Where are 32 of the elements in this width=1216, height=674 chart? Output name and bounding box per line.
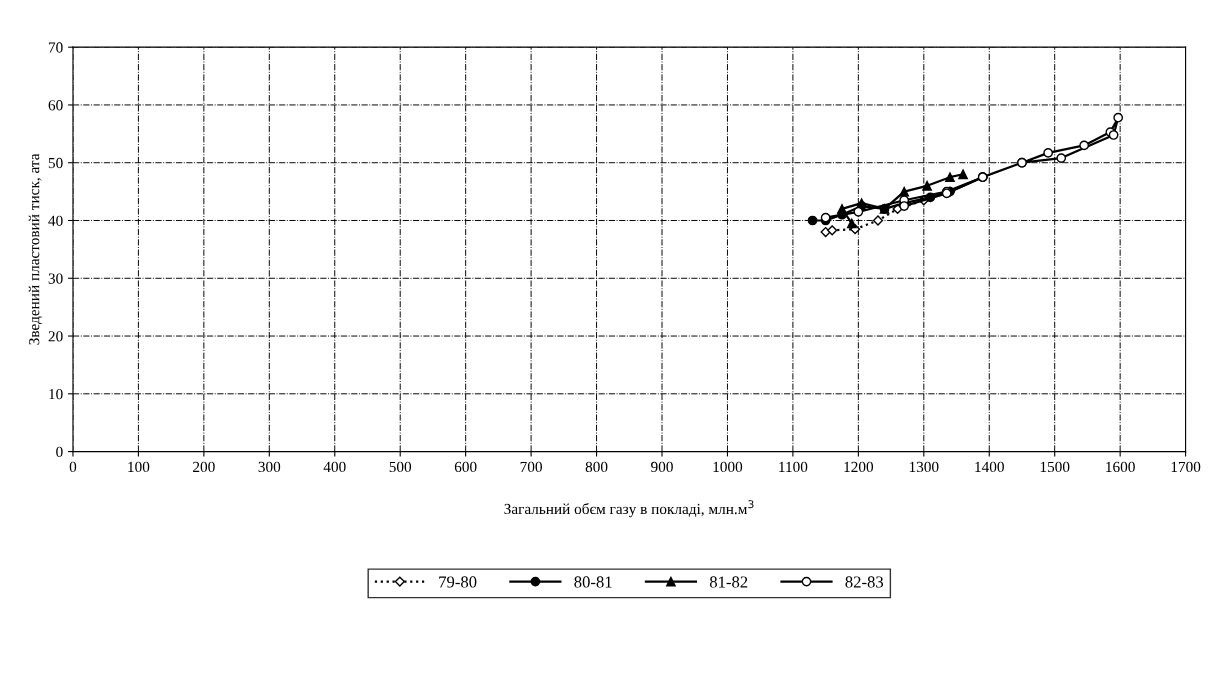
x-tick-label: 400 (323, 461, 346, 473)
x-tick-label: 1600 (1106, 461, 1135, 473)
x-tick-label: 300 (258, 461, 281, 473)
x-tick-label: 200 (193, 461, 215, 473)
y-tick-label: 50 (48, 157, 63, 169)
y-tick-label: 0 (56, 446, 63, 458)
x-tick-label: 1500 (1040, 461, 1070, 473)
x-tick-label: 100 (128, 461, 150, 473)
x-tick-label: 1400 (975, 461, 1004, 473)
legend-label: 79-80 (439, 576, 477, 588)
y-tick-label: 20 (48, 331, 63, 342)
x-tick-label: 1100 (779, 461, 808, 473)
y-axis-title: Зведений пластовий тиск, ата (28, 153, 43, 345)
x-tick-label: 800 (585, 461, 608, 473)
x-tick-label: 600 (454, 461, 477, 473)
x-tick-label: 0 (69, 461, 77, 473)
x-tick-label: 1700 (1171, 461, 1201, 473)
x-tick-label: 900 (651, 461, 673, 473)
x-tick-label: 1300 (909, 461, 939, 473)
legend-label: 82-83 (845, 576, 884, 588)
legend-label: 81-82 (709, 576, 748, 588)
x-tick-label: 1200 (844, 461, 874, 473)
x-tick-label: 700 (520, 461, 542, 473)
y-tick-label: 10 (49, 388, 63, 400)
y-tick-label: 60 (48, 100, 63, 111)
x-axis-title: Загальний обєм газу в покладі, млн.м$^{3}$ (504, 500, 754, 518)
x-tick-label: 500 (389, 461, 412, 473)
y-tick-label: 40 (48, 215, 63, 226)
legend-label: 80-81 (574, 576, 612, 588)
x-tick-label: 1000 (713, 461, 743, 473)
y-tick-label: 70 (48, 42, 63, 53)
y-tick-label: 30 (48, 273, 63, 284)
